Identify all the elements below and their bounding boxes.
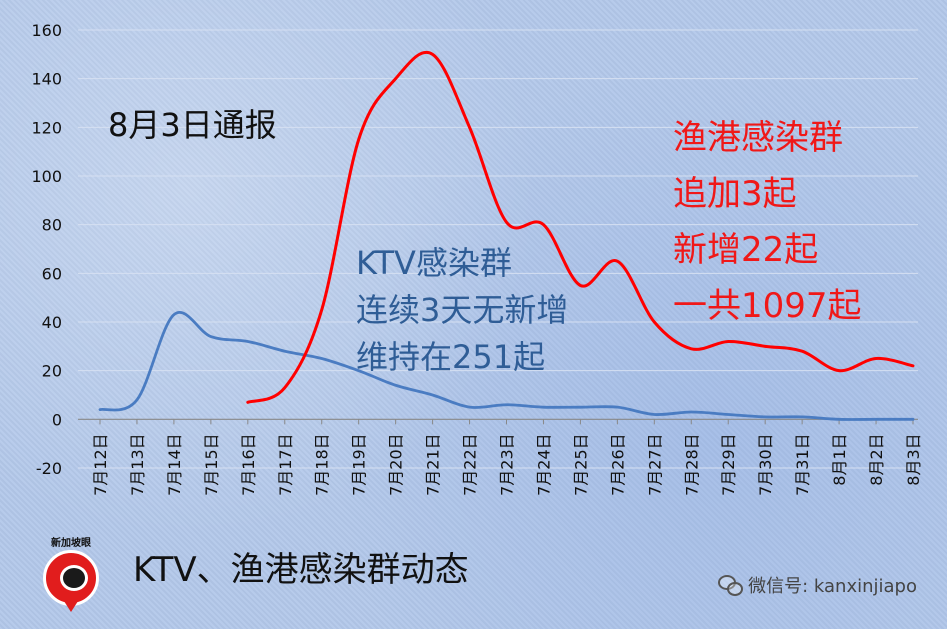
ktv-cluster-annotation: KTV感染群 连续3天无新增 维持在251起 xyxy=(356,240,568,381)
y-tick-label: 140 xyxy=(31,70,62,89)
ktv-annotation-line: 维持在251起 xyxy=(356,338,546,376)
x-tick-label: 7月20日 xyxy=(387,433,406,496)
logo-circle-icon xyxy=(43,550,99,606)
series-lines xyxy=(98,50,915,421)
x-tick-label: 7月30日 xyxy=(756,433,775,496)
fishery-annotation-line: 新增22起 xyxy=(673,230,819,270)
x-tick-label: 7月13日 xyxy=(128,433,147,496)
x-tick-label: 8月3日 xyxy=(904,433,923,485)
logo-text: 新加坡眼 xyxy=(51,538,91,549)
x-tick-label: 7月28日 xyxy=(682,433,701,496)
footer-title: KTV、渔港感染群动态 xyxy=(133,550,469,590)
x-tick-label: 7月18日 xyxy=(313,433,332,496)
gridlines xyxy=(78,29,918,469)
x-tick-label: 7月14日 xyxy=(165,433,184,496)
ktv-annotation-line: 连续3天无新增 xyxy=(356,291,569,329)
x-tick-label: 7月17日 xyxy=(276,433,295,496)
x-tick-label: 7月24日 xyxy=(534,433,553,496)
y-tick-label: 160 xyxy=(31,21,62,40)
series-line-fishery xyxy=(246,50,915,404)
x-tick-label: 7月12日 xyxy=(91,433,110,496)
wechat-label: 微信号: kanxinjiapo xyxy=(748,576,917,597)
wechat-icon xyxy=(718,575,744,596)
fishery-annotation-line: 渔港感染群 xyxy=(673,118,843,158)
x-axis-tick-labels: 7月12日 7月13日 7月14日 7月15日 7月16日 7月17日 7月18日 7月19日… xyxy=(91,419,923,496)
y-tick-label: 100 xyxy=(31,167,62,186)
fishery-annotation-line: 追加3起 xyxy=(673,174,797,214)
y-tick-label: 60 xyxy=(42,264,62,283)
fishery-cluster-annotation: 渔港感染群 追加3起 新增22起 一共1097起 xyxy=(673,110,862,334)
x-tick-label: 7月19日 xyxy=(350,433,369,496)
x-tick-label: 7月31日 xyxy=(793,433,812,496)
y-axis-tick-labels: -20 0 20 40 60 80 100 120 140 160 xyxy=(31,21,62,478)
x-tick-label: 8月2日 xyxy=(867,433,886,485)
logo-tail-icon xyxy=(62,598,80,612)
y-tick-label: -20 xyxy=(36,459,62,478)
fishery-annotation-line: 一共1097起 xyxy=(673,286,862,326)
wechat-id: 微信号: kanxinjiapo xyxy=(718,572,917,598)
x-tick-label: 7月22日 xyxy=(461,433,480,496)
y-tick-label: 120 xyxy=(31,118,62,137)
x-tick-label: 7月23日 xyxy=(498,433,517,496)
x-tick-label: 7月25日 xyxy=(571,433,590,496)
x-tick-label: 7月16日 xyxy=(239,433,258,496)
x-tick-label: 7月29日 xyxy=(719,433,738,496)
y-tick-label: 20 xyxy=(42,362,62,381)
eye-icon xyxy=(60,565,88,591)
x-tick-label: 7月21日 xyxy=(424,433,443,496)
brand-logo: 新加坡眼 xyxy=(36,534,106,624)
x-tick-label: 7月27日 xyxy=(645,433,664,496)
report-date-title: 8月3日通报 xyxy=(108,106,277,144)
ktv-annotation-line: KTV感染群 xyxy=(356,244,512,282)
x-tick-label: 8月1日 xyxy=(830,433,849,485)
series-line-ktv xyxy=(98,311,915,421)
x-tick-label: 7月15日 xyxy=(202,433,221,496)
x-tick-label: 7月26日 xyxy=(608,433,627,496)
y-tick-label: 0 xyxy=(52,410,62,429)
y-tick-label: 80 xyxy=(42,216,62,235)
y-tick-label: 40 xyxy=(42,313,62,332)
